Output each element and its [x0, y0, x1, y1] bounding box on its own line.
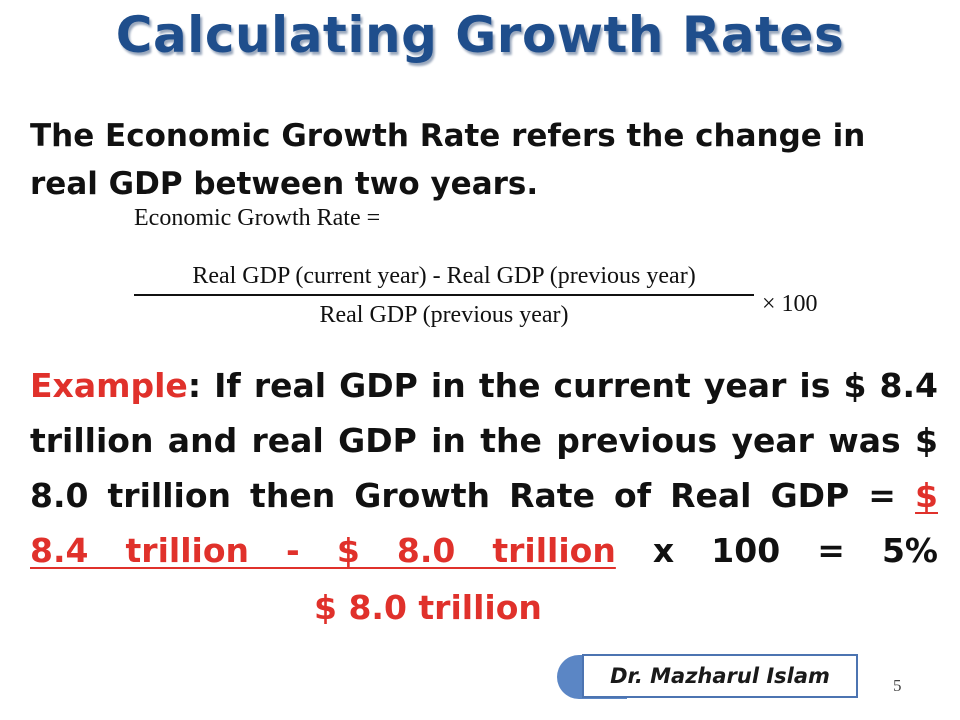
formula-denominator: Real GDP (previous year) — [319, 302, 569, 328]
intro-text: The Economic Growth Rate refers the chan… — [30, 118, 866, 202]
formula-label: Economic Growth Rate = — [134, 205, 381, 231]
example-text: If real GDP in the current year is $ 8.4… — [30, 366, 938, 515]
formula-multiplier: × 100 — [762, 291, 818, 317]
example-result: x 100 = 5% — [615, 531, 938, 570]
page-number: 5 — [893, 676, 902, 695]
formula-numerator: Real GDP (current year) - Real GDP (prev… — [192, 263, 696, 289]
example-label: Example — [30, 366, 188, 405]
author-box: Dr. Mazharul Islam — [582, 654, 858, 698]
fraction-bar — [134, 294, 754, 296]
example-numerator: $ 8.4 trillion - $ 8.0 trillion — [30, 476, 938, 570]
author-name: Dr. Mazharul Islam — [610, 664, 830, 688]
slide-title: Calculating Growth Rates — [115, 6, 845, 64]
example-denominator: $ 8.0 trillion — [314, 588, 542, 627]
example-paragraph: Example: If real GDP in the current year… — [30, 358, 938, 578]
formula-fraction: Real GDP (current year) - Real GDP (prev… — [134, 263, 754, 329]
example-colon: : — [187, 366, 202, 405]
